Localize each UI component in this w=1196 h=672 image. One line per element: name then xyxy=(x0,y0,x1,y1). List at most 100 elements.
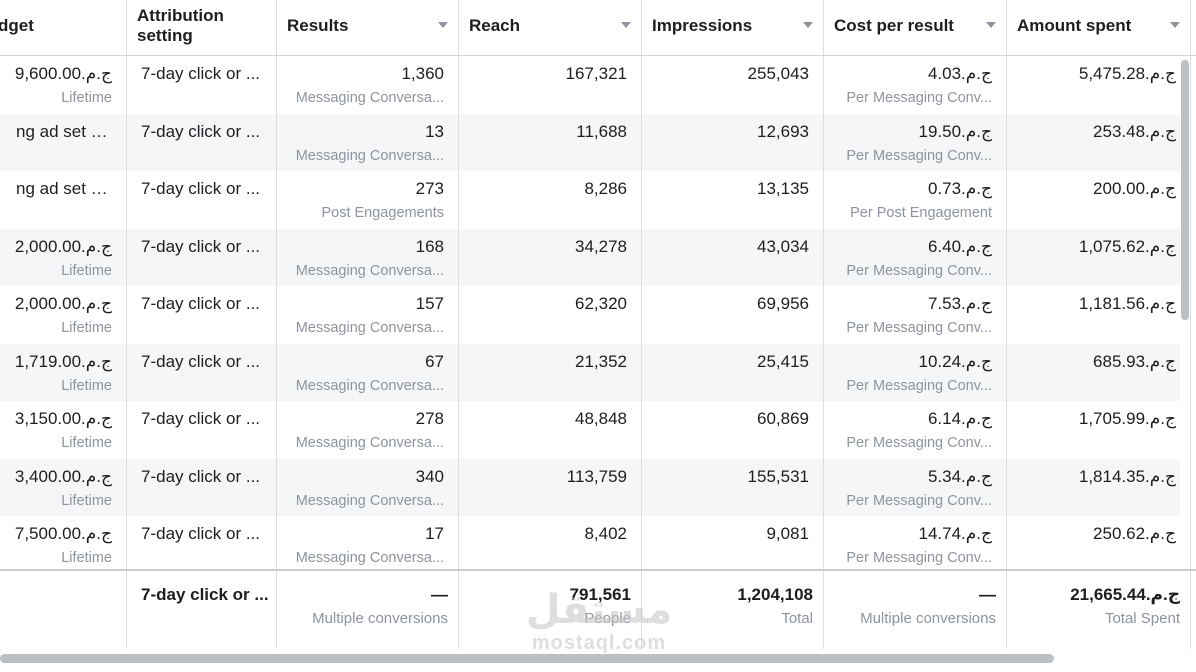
cell-budget: ج.م.2,000.00 Lifetime xyxy=(0,286,127,344)
cell-budget-value: ng ad set bu... xyxy=(16,121,112,141)
cell-results-sublabel: Messaging Conversa... xyxy=(295,147,444,164)
cell-attribution[interactable]: 7-day click or ... xyxy=(127,286,277,344)
table-row[interactable]: ج.م.1,719.00 Lifetime 7-day click or ... 67… xyxy=(0,343,1191,401)
cell-cost: ج.م.19.50 Per Messaging Conv... xyxy=(824,113,1007,171)
cell-spent: ج.م.5,475.28 xyxy=(1007,56,1191,114)
vertical-scrollbar[interactable] xyxy=(1181,60,1189,320)
cell-attribution[interactable]: 7-day click or ... xyxy=(127,113,277,171)
sort-chevron-icon[interactable] xyxy=(438,22,448,28)
cell-spent-value: ج.م.1,814.35 xyxy=(1078,466,1176,486)
table-header: dget Attribution setting Results Reach Impre… xyxy=(0,0,1196,56)
cell-impressions: 12,693 xyxy=(642,113,824,171)
sort-chevron-icon[interactable] xyxy=(986,22,996,28)
cell-attribution[interactable]: 7-day click or ... xyxy=(127,343,277,401)
total-attribution: 7-day click or ... xyxy=(127,571,277,649)
header-results[interactable]: Results xyxy=(277,0,459,55)
cell-spent: ج.م.1,181.56 xyxy=(1007,286,1191,344)
cell-budget: ج.م.2,000.00 Lifetime xyxy=(0,228,127,286)
cell-impressions-value: 43,034 xyxy=(757,236,809,256)
cell-spent: ج.م.1,814.35 xyxy=(1007,458,1191,516)
cell-attribution[interactable]: 7-day click or ... xyxy=(127,56,277,114)
header-spent[interactable]: Amount spent xyxy=(1007,0,1191,55)
table-row[interactable]: ng ad set bu... 7-day click or ... 273 Post… xyxy=(0,171,1191,229)
table-row[interactable]: ج.م.3,150.00 Lifetime 7-day click or ... 27… xyxy=(0,401,1191,459)
header-impressions[interactable]: Impressions xyxy=(642,0,824,55)
cell-cost: ج.م.0.73 Per Post Engagement xyxy=(824,171,1007,229)
total-attribution-value: 7-day click or ... xyxy=(141,585,269,604)
header-budget[interactable]: dget xyxy=(0,0,127,55)
cell-attribution[interactable]: 7-day click or ... xyxy=(127,458,277,516)
header-cost[interactable]: Cost per result xyxy=(824,0,1007,55)
table-row[interactable]: ج.م.2,000.00 Lifetime 7-day click or ... 16… xyxy=(0,228,1191,286)
cell-attribution[interactable]: 7-day click or ... xyxy=(127,516,277,574)
sort-chevron-icon[interactable] xyxy=(1170,22,1180,28)
cell-impressions: 13,135 xyxy=(642,171,824,229)
cell-impressions-value: 12,693 xyxy=(757,121,809,141)
table-row[interactable]: ج.م.9,600.00 Lifetime 7-day click or ... 1,… xyxy=(0,56,1191,114)
cell-budget-value: ج.م.1,719.00 xyxy=(14,351,112,371)
cell-budget: ng ad set bu... xyxy=(0,113,127,171)
cell-reach-value: 34,278 xyxy=(575,236,627,256)
cell-reach-value: 62,320 xyxy=(575,294,627,313)
ads-table: dget Attribution setting Results Reach Impre… xyxy=(0,0,1196,649)
cell-spent-value: ج.م.685.93 xyxy=(1093,351,1176,371)
cell-attribution[interactable]: 7-day click or ... xyxy=(127,228,277,286)
cell-impressions: 43,034 xyxy=(642,228,824,286)
table-row[interactable]: ج.م.3,400.00 Lifetime 7-day click or ... 34… xyxy=(0,458,1191,516)
horizontal-scrollbar[interactable] xyxy=(0,654,1054,663)
sort-chevron-icon[interactable] xyxy=(803,22,813,28)
cell-cost: ج.م.4.03 Per Messaging Conv... xyxy=(824,56,1007,114)
total-spent-sublabel: Total Spent xyxy=(1104,610,1180,627)
cell-results-sublabel: Messaging Conversa... xyxy=(295,492,444,509)
cell-spent-value: ج.م.1,181.56 xyxy=(1078,294,1176,313)
cell-results-value: 340 xyxy=(415,466,444,486)
cell-reach: 62,320 xyxy=(459,286,642,344)
cell-cost-sublabel: Per Post Engagement xyxy=(850,205,992,221)
cell-cost-value: ج.م.4.03 xyxy=(927,64,992,83)
cell-budget: ج.م.1,719.00 Lifetime xyxy=(0,343,127,401)
cell-results-value: 273 xyxy=(415,179,444,198)
cell-spent-value: ج.م.5,475.28 xyxy=(1078,64,1176,83)
cell-cost: ج.م.6.14 Per Messaging Conv... xyxy=(824,401,1007,459)
cell-spent: ج.م.685.93 xyxy=(1007,343,1191,401)
total-budget xyxy=(0,571,127,649)
header-reach-label: Reach xyxy=(469,16,521,35)
cell-attribution[interactable]: 7-day click or ... xyxy=(127,401,277,459)
cell-results-sublabel: Messaging Conversa... xyxy=(295,90,444,106)
total-results-value: — xyxy=(431,585,448,604)
cell-impressions-value: 13,135 xyxy=(757,179,809,198)
cell-results-sublabel: Messaging Conversa... xyxy=(295,435,444,451)
total-reach-value: 791,561 xyxy=(569,585,631,604)
table-row[interactable]: ng ad set bu... 7-day click or ... 13 Messa… xyxy=(0,113,1191,171)
cell-attribution[interactable]: 7-day click or ... xyxy=(127,171,277,229)
table-row[interactable]: ج.م.2,000.00 Lifetime 7-day click or ... 15… xyxy=(0,286,1191,344)
header-reach[interactable]: Reach xyxy=(459,0,642,55)
header-attribution-label: Attribution setting xyxy=(137,6,224,45)
cell-results-value: 157 xyxy=(415,294,444,313)
total-spent-value: ج.م.21,665.44 xyxy=(1070,585,1180,604)
table-row[interactable]: ج.م.7,500.00 Lifetime 7-day click or ... 17… xyxy=(0,516,1191,574)
cell-results-value: 17 xyxy=(425,524,444,543)
sort-chevron-icon[interactable] xyxy=(621,22,631,28)
cell-spent: ج.م.1,075.62 xyxy=(1007,228,1191,286)
total-reach: 791,561 People xyxy=(459,571,642,649)
cell-impressions: 9,081 xyxy=(642,516,824,574)
cell-budget-value: ج.م.7,500.00 xyxy=(14,524,112,543)
cell-budget: ng ad set bu... xyxy=(0,171,127,229)
cell-reach-value: 8,286 xyxy=(584,179,627,198)
cell-reach: 48,848 xyxy=(459,401,642,459)
cell-budget-sublabel: Lifetime xyxy=(61,435,112,451)
cell-impressions: 25,415 xyxy=(642,343,824,401)
cell-cost-sublabel: Per Messaging Conv... xyxy=(846,90,992,106)
header-attribution[interactable]: Attribution setting xyxy=(127,0,277,55)
cell-results-value: 13 xyxy=(425,121,444,141)
cell-budget: ج.م.9,600.00 Lifetime xyxy=(0,56,127,114)
cell-results: 17 Messaging Conversa... xyxy=(277,516,459,574)
cell-impressions-value: 9,081 xyxy=(766,524,809,543)
cell-impressions: 69,956 xyxy=(642,286,824,344)
cell-results-sublabel: Messaging Conversa... xyxy=(295,320,444,336)
cell-results: 340 Messaging Conversa... xyxy=(277,458,459,516)
cell-budget: ج.م.7,500.00 Lifetime xyxy=(0,516,127,574)
cell-results-sublabel: Post Engagements xyxy=(321,205,444,221)
cell-impressions: 255,043 xyxy=(642,56,824,114)
